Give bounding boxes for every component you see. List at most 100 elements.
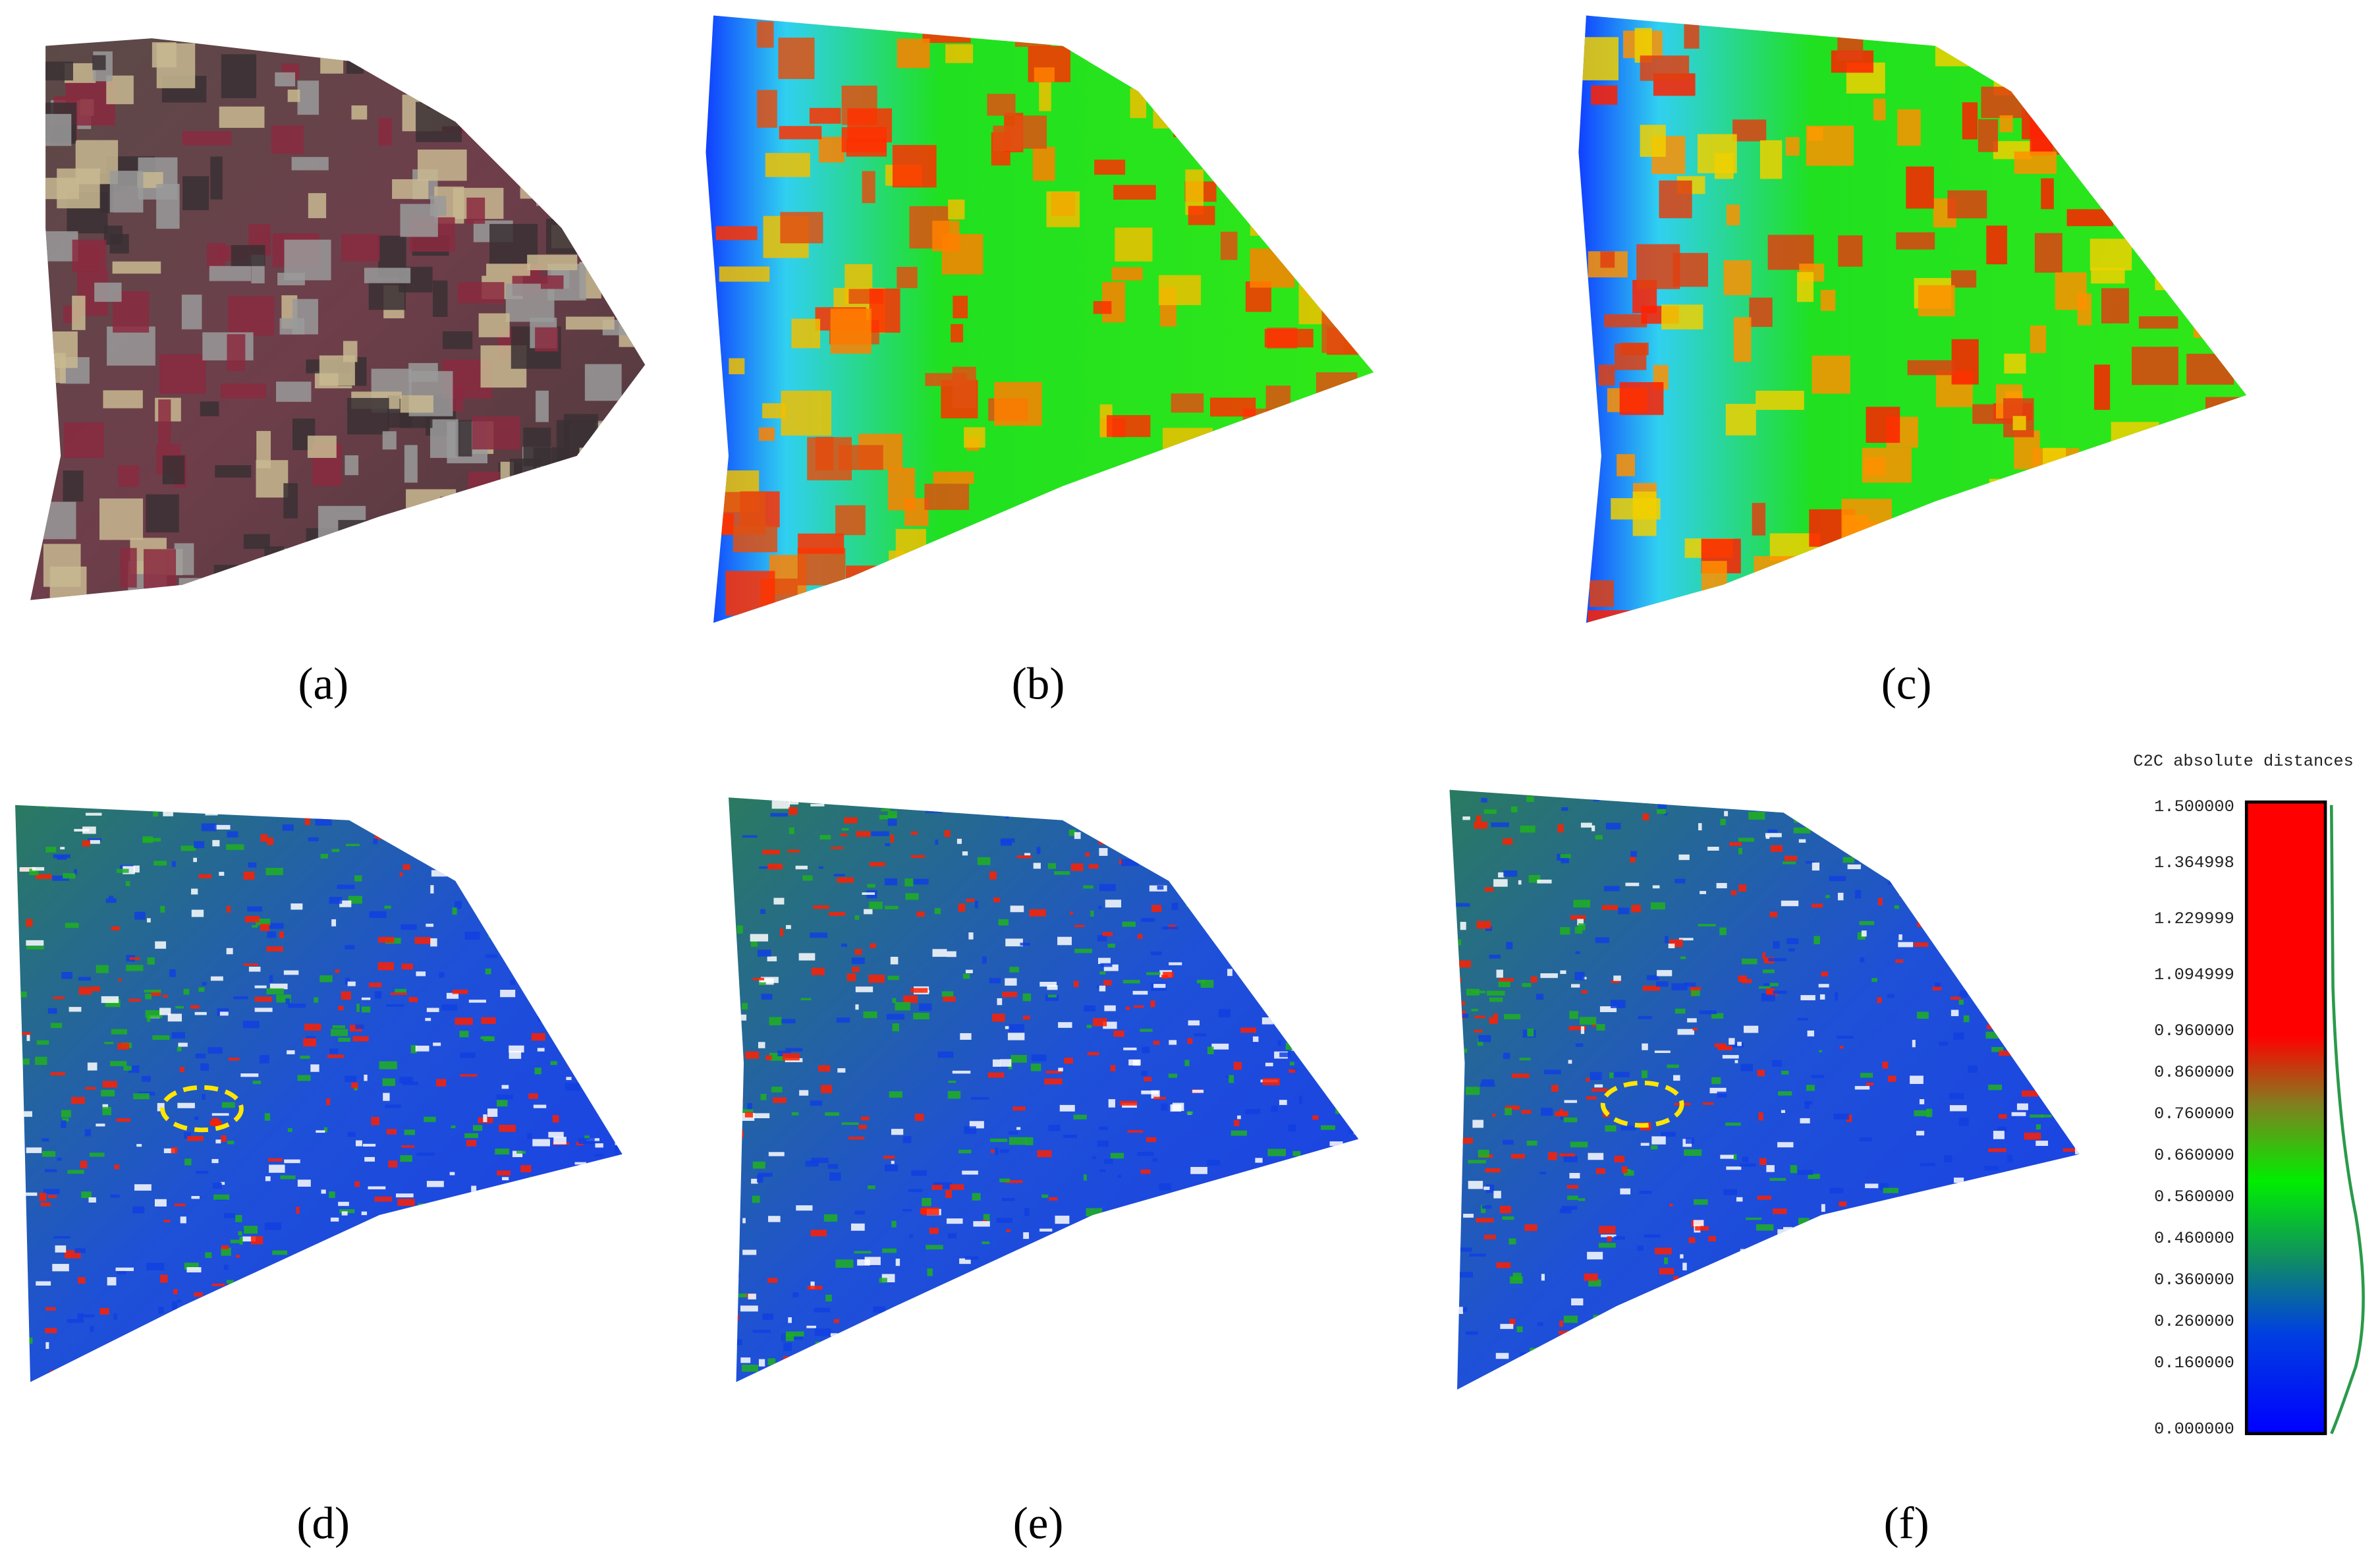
texture-block [1798, 839, 1806, 843]
texture-block [2046, 870, 2051, 876]
texture-block [1083, 1174, 1087, 1181]
texture-block [1250, 1317, 1266, 1324]
texture-block [221, 1102, 235, 1108]
texture-block [1680, 956, 1686, 959]
texture-block [1758, 1355, 1774, 1363]
texture-block [837, 877, 854, 883]
texture-block [1095, 1326, 1100, 1334]
texture-block [1049, 1197, 1058, 1201]
texture-block [256, 431, 271, 469]
texture-block [1009, 967, 1019, 973]
texture-block [943, 996, 956, 1002]
texture-block [53, 996, 65, 1000]
texture-block [548, 1131, 564, 1138]
texture-block [729, 358, 745, 374]
texture-block [2014, 955, 2030, 959]
texture-block [1522, 1355, 1532, 1362]
texture-block [1158, 275, 1202, 306]
texture-block [1825, 895, 1830, 898]
texture-block [1348, 980, 1353, 984]
texture-block [956, 544, 976, 584]
texture-block [758, 1172, 773, 1177]
texture-block [1920, 1162, 1935, 1166]
texture-block [1328, 1323, 1332, 1330]
texture-block [1499, 1205, 1512, 1214]
texture-block [426, 1382, 443, 1384]
texture-block [611, 818, 623, 822]
texture-block [163, 805, 171, 811]
texture-block [256, 1300, 275, 1308]
texture-block [584, 1254, 597, 1257]
texture-block [1790, 1376, 1795, 1379]
texture-block [1756, 1224, 1774, 1231]
panel-label: (e) [1013, 1498, 1064, 1549]
texture-block [244, 916, 260, 923]
texture-block [1862, 805, 1868, 814]
texture-block [2060, 1343, 2068, 1348]
texture-block [61, 1120, 67, 1128]
texture-block [267, 837, 273, 845]
texture-block [752, 977, 765, 980]
texture-block [1584, 1273, 1598, 1281]
texture-block [1831, 1383, 1847, 1388]
texture-block [1089, 797, 1104, 802]
texture-block [1603, 886, 1620, 892]
texture-block [1661, 1131, 1676, 1137]
texture-block [552, 1115, 559, 1123]
texture-block [593, 1299, 610, 1303]
texture-block [779, 1019, 796, 1024]
texture-block [962, 1170, 978, 1175]
texture-block [1997, 1126, 2007, 1133]
texture-block [355, 1140, 362, 1147]
texture-block [1086, 1025, 1092, 1029]
texture-block [329, 805, 333, 806]
texture-block [2074, 1357, 2080, 1360]
texture-block [910, 855, 926, 859]
texture-block [1322, 1307, 1327, 1311]
texture-block [1883, 1187, 1898, 1193]
texture-block [783, 1342, 792, 1351]
texture-block [1773, 990, 1787, 994]
texture-block [536, 173, 573, 206]
texture-block [182, 176, 209, 210]
texture-block [243, 871, 255, 880]
texture-block [1323, 1346, 1335, 1350]
texture-block [579, 170, 619, 191]
panel-label: (b) [1012, 658, 1065, 708]
c2c-map [729, 797, 1359, 1382]
texture-block [1128, 1059, 1141, 1066]
texture-block [540, 569, 591, 600]
texture-block [61, 972, 73, 979]
texture-block [972, 1193, 981, 1201]
texture-block [1054, 1300, 1065, 1303]
texture-block [1132, 990, 1148, 995]
texture-block [527, 254, 578, 271]
texture-block [364, 1156, 375, 1162]
texture-block [1315, 121, 1336, 156]
texture-block [1601, 905, 1618, 911]
texture-block [416, 1152, 435, 1156]
texture-block [1657, 970, 1673, 977]
texture-block [204, 1354, 212, 1363]
texture-block [809, 1359, 819, 1365]
texture-block [88, 838, 102, 841]
texture-block [449, 384, 464, 412]
texture-block [331, 919, 337, 926]
texture-block [960, 797, 966, 805]
texture-block [460, 1348, 469, 1353]
texture-block [1843, 1239, 1862, 1244]
texture-block [409, 1299, 426, 1303]
texture-block [553, 1343, 565, 1350]
dsm-reference [706, 15, 1374, 623]
texture-block [382, 431, 397, 450]
texture-block [529, 1176, 536, 1179]
texture-block [1527, 1029, 1534, 1037]
texture-block [1877, 1343, 1893, 1348]
texture-block [1664, 812, 1668, 816]
texture-block [1981, 1375, 1992, 1379]
texture-block [1312, 1373, 1318, 1378]
texture-block [1048, 1125, 1061, 1131]
texture-block [1741, 979, 1752, 984]
texture-block [352, 1036, 369, 1042]
texture-block [226, 948, 233, 955]
